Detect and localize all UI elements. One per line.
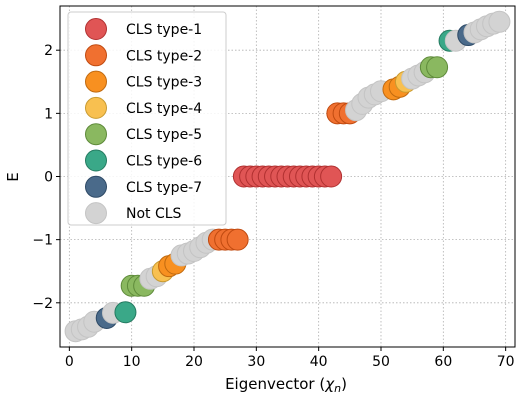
y-tick-label: 1 xyxy=(44,106,53,122)
legend-marker-cls-type-2 xyxy=(85,44,107,67)
legend-marker-cls-type-1 xyxy=(85,18,107,40)
legend-label-cls-type-1: CLS type-1 xyxy=(126,22,202,38)
legend-marker-cls-type-7 xyxy=(85,175,107,198)
y-tick-label: 2 xyxy=(44,43,53,59)
legend-marker-cls-type-5 xyxy=(85,123,107,146)
legend-label-cls-type-2: CLS type-2 xyxy=(126,48,202,64)
plot-marks xyxy=(64,10,511,343)
legend-marker-cls-type-3 xyxy=(85,70,107,93)
y-tick-label: −1 xyxy=(32,233,53,249)
legend-marker-cls-type-6 xyxy=(85,149,107,172)
point-cls-type-6 xyxy=(114,301,137,324)
point-not-cls xyxy=(488,10,511,33)
legend-label-cls-type-5: CLS type-5 xyxy=(126,127,202,143)
point-cls-type-1 xyxy=(320,165,343,188)
x-tick-label: 60 xyxy=(434,354,452,370)
y-axis: −2 −1 0 1 2 xyxy=(32,43,60,312)
x-tick-label: 0 xyxy=(65,354,74,370)
x-tick-label: 10 xyxy=(123,354,141,370)
legend-label-cls-type-3: CLS type-3 xyxy=(126,75,202,91)
legend: CLS type-1 CLS type-2 CLS type-3 CLS type-4… xyxy=(67,11,227,226)
x-axis: 0 10 20 30 40 50 60 70 xyxy=(65,347,515,370)
legend-label-cls-type-6: CLS type-6 xyxy=(126,154,202,170)
legend-marker-cls-type-4 xyxy=(85,96,107,119)
y-tick-label: −2 xyxy=(32,296,53,312)
x-tick-label: 70 xyxy=(497,354,515,370)
legend-label-not-cls: Not CLS xyxy=(126,206,182,222)
legend-label-cls-type-4: CLS type-4 xyxy=(126,101,202,117)
point-cls-type-5 xyxy=(426,56,449,79)
legend-label-cls-type-7: CLS type-7 xyxy=(126,180,202,196)
legend-box xyxy=(67,11,227,226)
point-cls-type-2 xyxy=(226,228,249,251)
x-tick-label: 20 xyxy=(185,354,203,370)
y-axis-label: E xyxy=(4,172,22,181)
x-tick-label: 30 xyxy=(247,354,265,370)
legend-marker-not-cls xyxy=(85,202,107,225)
x-axis-label: Eigenvector (χn) xyxy=(225,375,347,394)
x-tick-label: 50 xyxy=(372,354,390,370)
y-tick-label: 0 xyxy=(44,170,53,186)
x-tick-label: 40 xyxy=(310,354,328,370)
